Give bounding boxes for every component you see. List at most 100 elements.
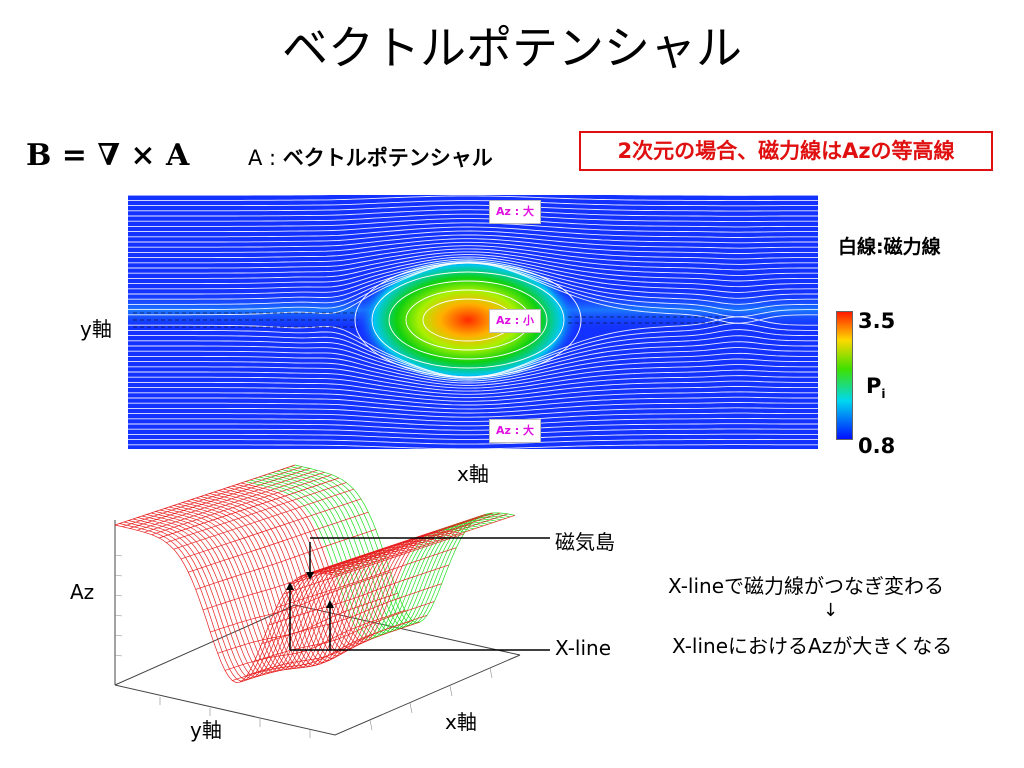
surface-mesh-line-cross <box>144 471 325 533</box>
field-line <box>128 396 818 410</box>
surface-mesh-line-cross <box>261 583 442 645</box>
field-line <box>128 209 818 217</box>
note-az-increase: X-lineにおけるAzが大きくなる <box>672 634 953 658</box>
x-line-label: X-line <box>555 636 612 660</box>
arrowheads <box>286 572 334 608</box>
tag-az-large-top: Az : 大 <box>489 200 541 224</box>
field-line <box>128 213 818 223</box>
field-line <box>128 407 818 418</box>
field-line <box>128 375 818 395</box>
island-field-lines <box>354 262 582 378</box>
field-contour-plot: Az : 大 Az : 小 Az : 大 <box>128 195 818 449</box>
note-reconnection: X-lineで磁力線がつなぎ変わる <box>668 574 945 598</box>
field-line <box>128 402 818 414</box>
surface-mesh-line-cross <box>114 464 296 526</box>
magnetic-island-fill <box>358 255 578 385</box>
note-box: 2次元の場合、磁力線はAzの等高線 <box>579 131 993 171</box>
callout-lines <box>289 537 550 651</box>
surface-mesh-line-cross <box>290 523 472 585</box>
surface-mesh-line-high <box>213 491 435 657</box>
surface-mesh-line-cross <box>210 571 391 633</box>
surface-mesh-line-cross <box>158 477 340 539</box>
surface-mesh-line-high <box>209 493 430 659</box>
field-line <box>128 444 818 449</box>
field-line <box>128 200 818 207</box>
colorbar-variable-label: Pi <box>866 374 886 402</box>
field-line <box>128 248 818 271</box>
field-line <box>128 438 818 445</box>
page-title: ベクトルポテンシャル <box>282 21 742 75</box>
surface-mesh-line-cross <box>305 513 486 575</box>
surface-mesh-line-cross <box>166 482 347 543</box>
field-line <box>128 218 818 228</box>
a-description: ベクトルポテンシャル <box>282 146 493 170</box>
island-contour <box>371 271 565 369</box>
surface-mesh-line-cross <box>239 621 420 683</box>
surface-mesh-line-cross <box>312 512 494 574</box>
tag-az-small-center: Az : 小 <box>489 309 541 333</box>
field-line <box>128 256 818 288</box>
field-line <box>128 352 818 384</box>
field-line <box>128 241 818 260</box>
field-line <box>128 335 818 379</box>
field-line <box>128 341 818 380</box>
surface-mesh-line-cross <box>320 512 501 574</box>
colorbar-max-label: 3.5 <box>858 309 896 333</box>
surface-high-mesh <box>114 464 516 683</box>
surface-mesh-line-cross <box>129 468 310 529</box>
field-svg <box>128 195 818 449</box>
field-line <box>128 222 818 233</box>
field-line <box>128 258 818 293</box>
surface-z-axis-label: Az <box>70 580 95 604</box>
contour-x-axis-label: x軸 <box>457 462 489 486</box>
field-line <box>128 347 818 382</box>
field-line <box>128 251 818 276</box>
field-line <box>128 254 818 282</box>
surface-mesh-line-cross <box>246 614 428 676</box>
field-line <box>128 428 818 436</box>
field-line <box>128 369 818 392</box>
field-line <box>128 234 818 249</box>
surface-mesh-line-cross <box>122 466 303 528</box>
field-line <box>128 380 818 399</box>
az-surface-plot <box>114 464 550 738</box>
island-contour <box>354 262 582 378</box>
field-line <box>128 261 818 305</box>
down-arrow: ↓ <box>823 600 839 621</box>
tag-az-large-bottom: Az : 大 <box>489 419 541 443</box>
field-line <box>128 204 818 212</box>
surface-x-axis-label: x軸 <box>445 710 477 734</box>
field-line <box>128 391 818 406</box>
surface-mesh-line-cross <box>283 533 464 595</box>
surface-mesh-line-high <box>114 524 336 683</box>
surface-low-mesh <box>245 464 516 641</box>
field-line <box>128 230 818 244</box>
field-line <box>128 226 818 238</box>
surface-mesh-line-cross <box>327 513 508 575</box>
field-line <box>128 238 818 254</box>
colorbar-subscript: i <box>881 387 886 402</box>
surface-mesh-line-cross <box>151 474 332 536</box>
flow-arrows <box>133 312 728 328</box>
surface-mesh-line-cross <box>217 592 398 654</box>
surface-mesh-line-cross <box>268 564 450 626</box>
colorbar <box>836 311 853 440</box>
curl-equation: B = ∇ × A <box>26 138 190 173</box>
colorbar-min-label: 0.8 <box>858 434 896 458</box>
surface-mesh-line-cross <box>254 601 435 662</box>
vector-potential-label: A : ベクトルポテンシャル <box>248 142 493 172</box>
surface-mesh-line-cross <box>173 488 354 550</box>
field-line <box>128 423 818 431</box>
surface-y-axis-label: y軸 <box>190 718 222 742</box>
a-symbol: A : <box>248 146 283 170</box>
surface-mesh-line-cross <box>136 469 318 531</box>
field-line <box>128 386 818 402</box>
magnetic-island-label: 磁気島 <box>555 530 615 554</box>
surface-mesh-line-cross <box>195 529 376 590</box>
field-line <box>128 195 818 202</box>
field-line <box>128 245 818 265</box>
field-line <box>128 364 818 389</box>
field-line <box>128 433 818 440</box>
surface-mesh-line-cross <box>334 514 516 576</box>
surface-mesh-line-cross <box>276 547 457 609</box>
